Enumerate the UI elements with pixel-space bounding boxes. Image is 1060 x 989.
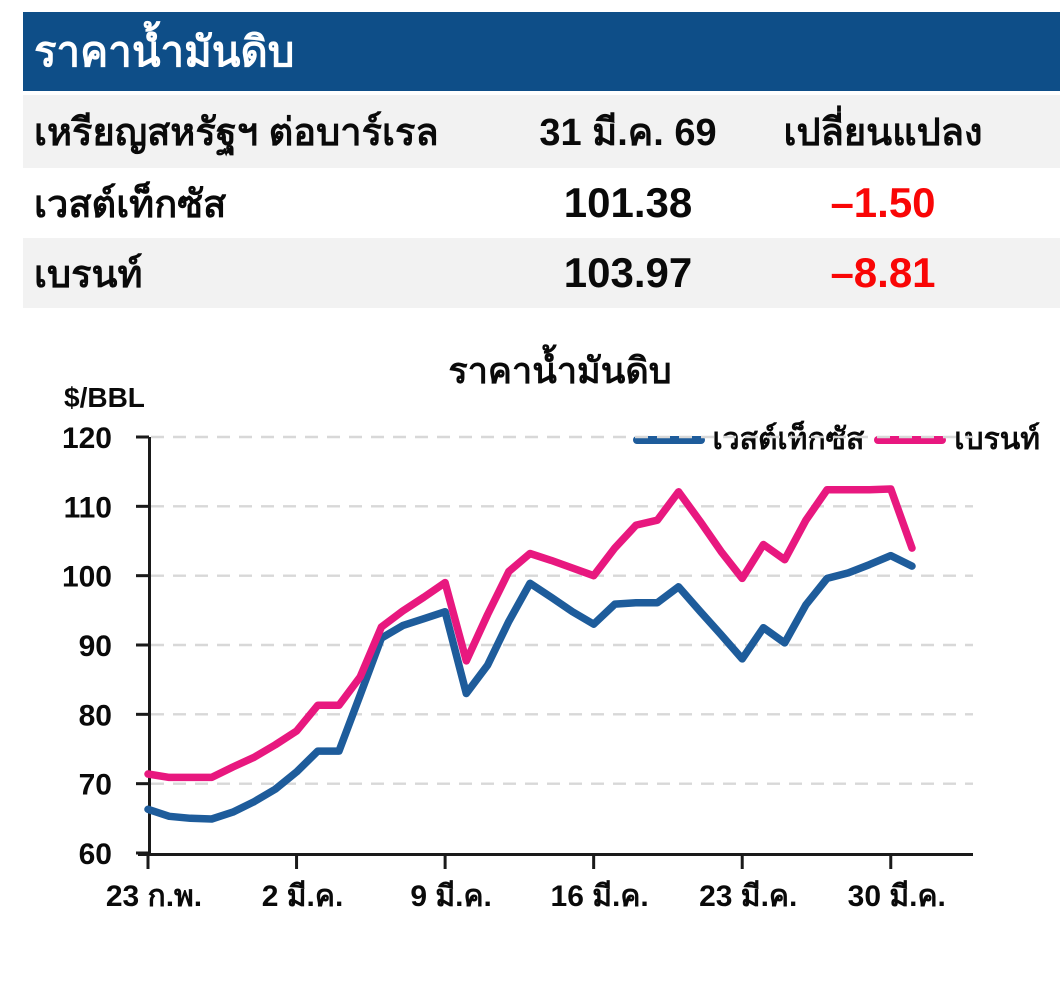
panel-title-bar: ราคาน้ำมันดิบ: [23, 12, 1060, 91]
chart-legend: เวสต์เท็กซัส เบรนท์: [632, 416, 1040, 463]
x-tick-label-0: 23 ก.พ.: [106, 880, 202, 913]
x-tick-label-5: 30 มี.ค.: [848, 880, 946, 913]
legend-item-wti: เวสต์เท็กซัส: [632, 416, 865, 463]
wti-line-swatch: [632, 435, 705, 444]
table-row-brent: เบรนท์ 103.97 –8.81: [23, 238, 1060, 308]
y-tick-label-100: 100: [62, 561, 112, 594]
y-tick-label-60: 60: [79, 838, 112, 871]
header-date: 31 มี.ค. 69: [539, 112, 717, 154]
y-tick-label-120: 120: [62, 422, 112, 455]
header-change: เปลี่ยนแปลง: [783, 112, 983, 154]
row-price: 103.97: [563, 249, 693, 296]
brent-series-line: [144, 485, 916, 782]
y-tick-label-70: 70: [79, 769, 112, 802]
wti-series-line: [144, 551, 916, 823]
y-tick-label-80: 80: [79, 699, 112, 732]
y-tick-label-90: 90: [79, 630, 112, 663]
table-header-row: เหรียญสหรัฐฯ ต่อบาร์เรล 31 มี.ค. 69 เปลี…: [23, 95, 1060, 168]
row-price: 101.38: [563, 179, 693, 226]
x-tick-label-2: 9 มี.ค.: [410, 880, 492, 913]
oil-price-panel: ราคาน้ำมันดิบ เหรียญสหรัฐฯ ต่อบาร์เรล 31…: [23, 12, 1060, 308]
table-row-wti: เวสต์เท็กซัส 101.38 –1.50: [23, 168, 1060, 238]
row-label: เวสต์เท็กซัส: [34, 183, 227, 226]
y-tick-label-110: 110: [64, 491, 112, 524]
row-label: เบรนท์: [34, 253, 143, 296]
x-tick-label-3: 16 มี.ค.: [551, 880, 649, 913]
chart-title: ราคาน้ำมันดิบ: [448, 350, 672, 391]
x-tick-label-4: 23 มี.ค.: [699, 880, 797, 913]
legend-label-brent: เบรนท์: [954, 423, 1040, 456]
row-change: –8.81: [830, 249, 936, 296]
y-axis-unit-label: $/BBL: [64, 382, 145, 413]
x-tick-label-1: 2 มี.ค.: [262, 880, 344, 913]
legend-item-brent: เบรนท์: [874, 416, 1040, 463]
header-unit: เหรียญสหรัฐฯ ต่อบาร์เรล: [34, 112, 439, 154]
panel-title: ราคาน้ำมันดิบ: [34, 27, 295, 75]
brent-line-swatch: [874, 435, 947, 444]
legend-label-wti: เวสต์เท็กซัส: [712, 423, 865, 456]
row-change: –1.50: [830, 179, 936, 226]
